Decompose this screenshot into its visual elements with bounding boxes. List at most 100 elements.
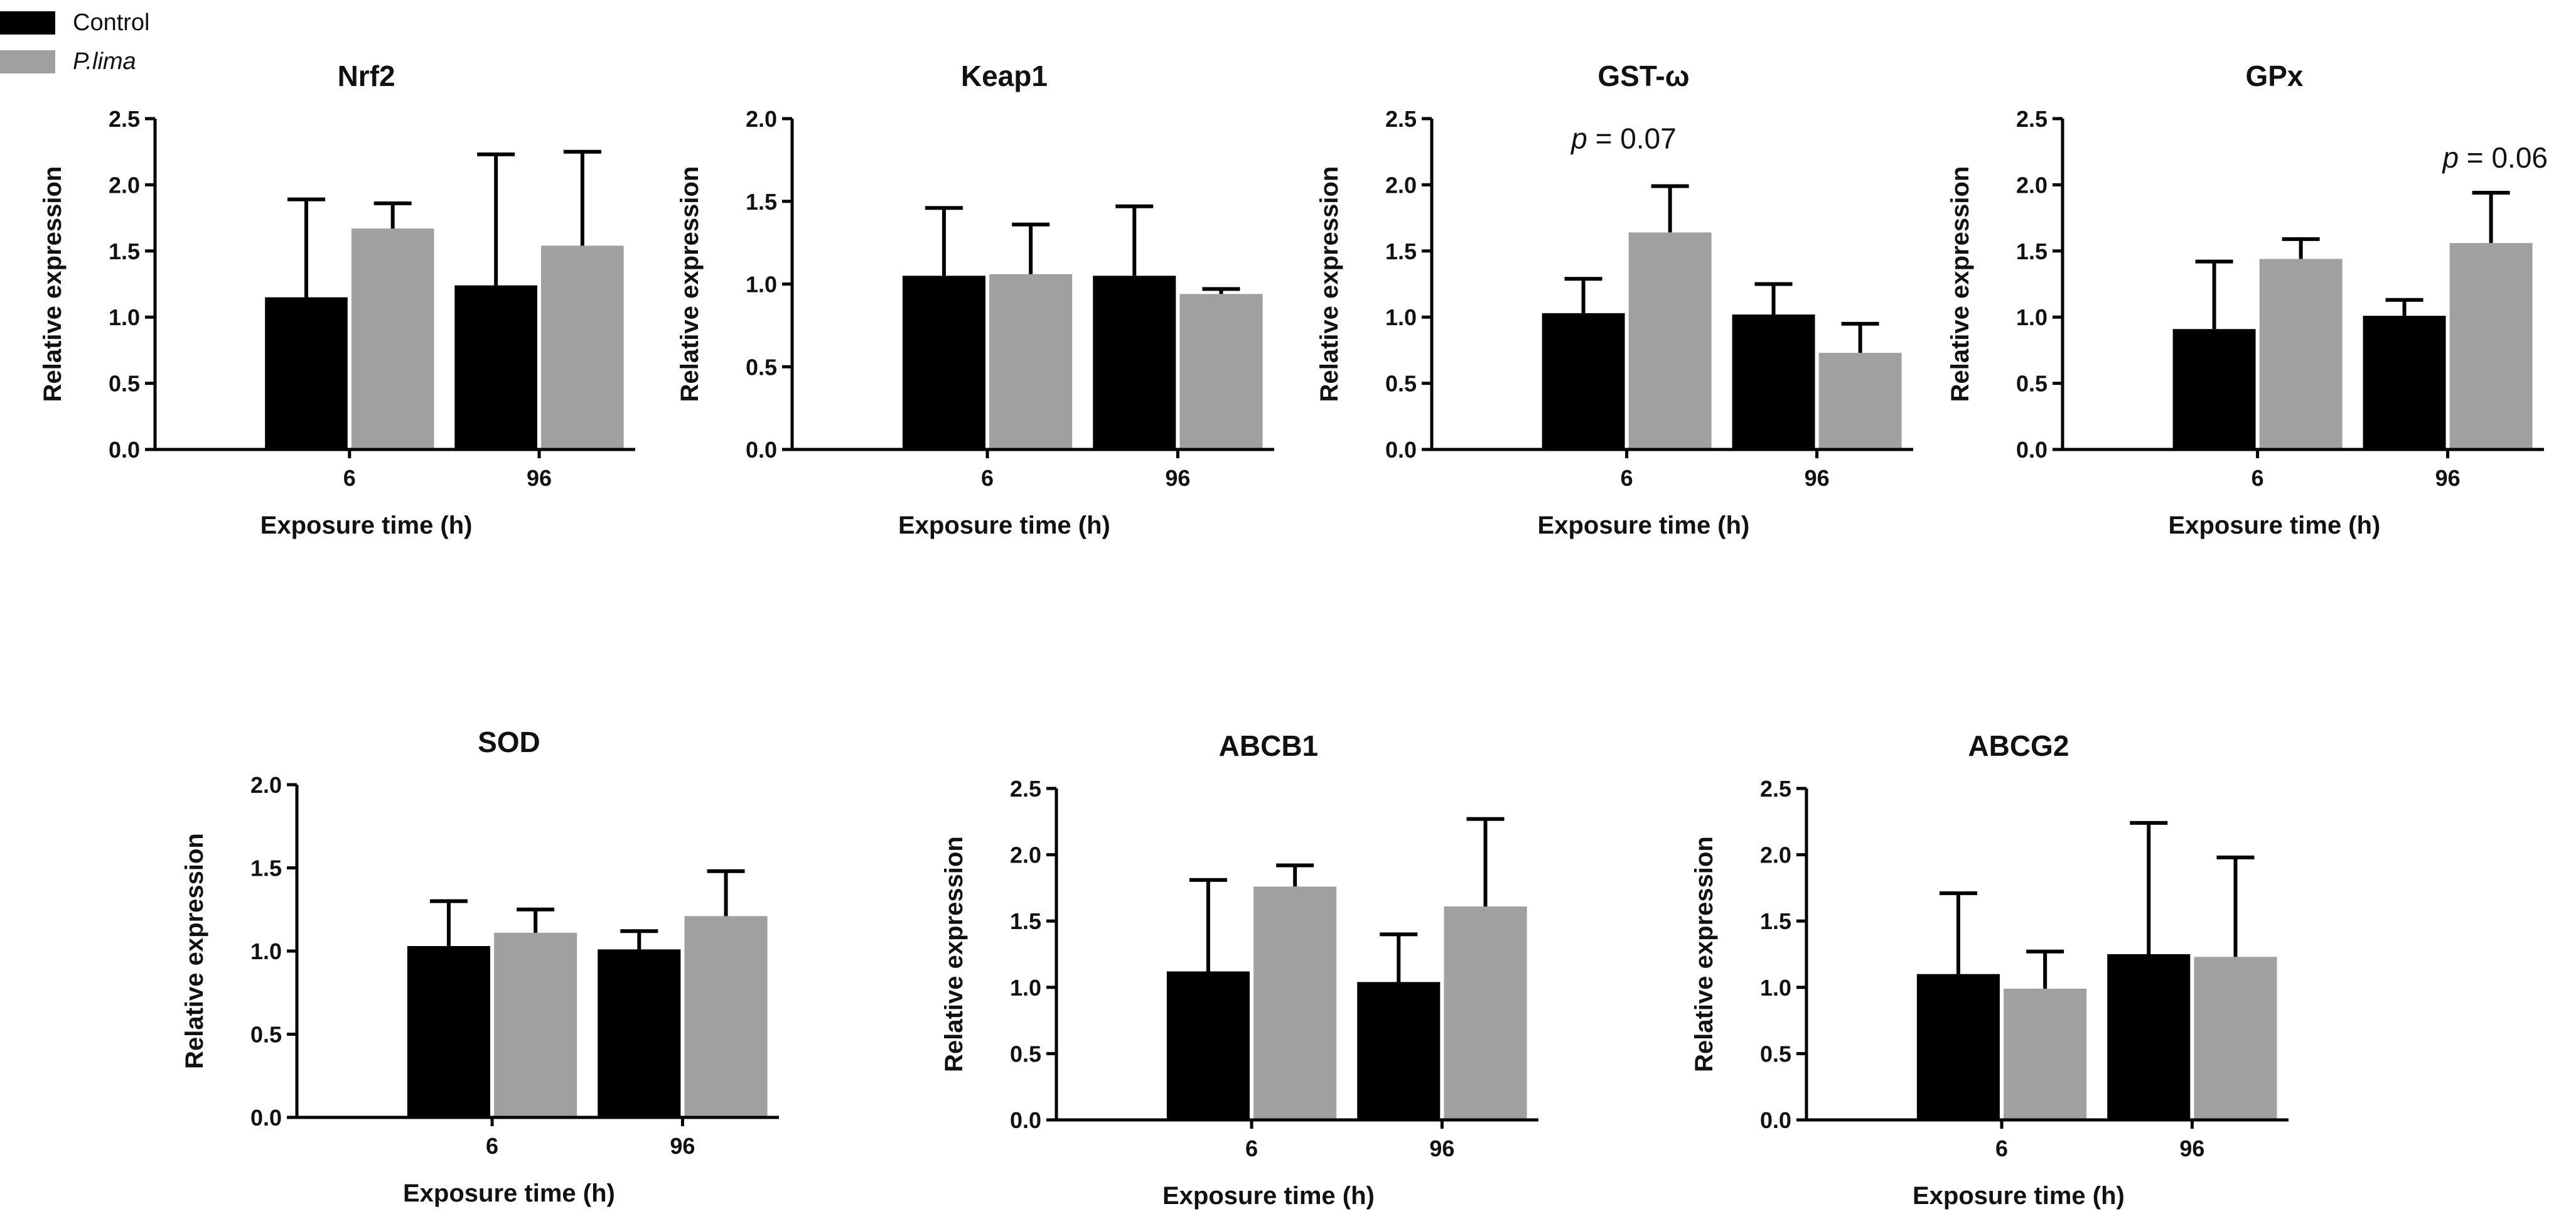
bar-plima-6 [2004, 988, 2087, 1120]
y-tick-label: 1.5 [2016, 239, 2047, 264]
y-tick-label: 1.5 [1385, 239, 1417, 264]
y-axis-label: Relative expression [1316, 166, 1343, 402]
y-tick-label: 1.0 [1010, 975, 1041, 1001]
chart-abcb1: ABCB1 6 96 0.0 0.5 1.0 1.5 2.0 2.5 Exposure time … [940, 729, 1538, 1210]
x-axis-label: Exposure time (h) [898, 512, 1110, 539]
y-tick-label: 0.0 [2016, 437, 2047, 463]
y-tick-label: 1.5 [1010, 908, 1041, 934]
p-value-text: = 0.06 [2459, 141, 2548, 174]
p-value-annotation: p = 0.06 [2441, 141, 2548, 174]
y-tick-label: 2.0 [746, 106, 777, 132]
bar-plima-96 [2194, 957, 2277, 1120]
y-tick-label: 2.5 [109, 106, 140, 132]
p-symbol: p [1570, 122, 1587, 155]
p-value-text: = 0.07 [1587, 122, 1677, 155]
bar-control-6 [902, 276, 985, 449]
y-axis-label: Relative expression [676, 166, 704, 402]
y-axis-label: Relative expression [1690, 836, 1718, 1072]
x-tick-label: 6 [1245, 1136, 1258, 1161]
y-tick-label: 0.0 [1385, 437, 1417, 463]
x-axis-label: Exposure time (h) [1162, 1182, 1375, 1210]
x-tick-label: 96 [1805, 465, 1830, 491]
bar-control-96 [598, 949, 681, 1117]
y-axis-label: Relative expression [181, 833, 208, 1069]
bar-plima-96 [1444, 906, 1527, 1120]
y-tick-label: 0.0 [1010, 1107, 1041, 1133]
y-tick-label: 0.0 [250, 1105, 282, 1131]
y-tick-label: 1.0 [1760, 975, 1791, 1001]
x-tick-label: 96 [1429, 1136, 1454, 1161]
bar-control-96 [2363, 316, 2446, 449]
bar-control-6 [407, 946, 490, 1117]
legend-swatch-plima [0, 50, 55, 73]
y-tick-label: 0.5 [1385, 371, 1417, 397]
bar-plima-96 [1179, 294, 1263, 449]
y-tick-label: 2.0 [1760, 842, 1791, 868]
bar-control-6 [1166, 971, 1250, 1120]
bar-control-96 [1732, 314, 1815, 449]
y-tick-label: 0.0 [109, 437, 140, 463]
y-tick-label: 1.5 [109, 239, 140, 264]
bar-plima-96 [684, 916, 768, 1117]
x-tick-label: 96 [670, 1133, 695, 1159]
x-axis-label: Exposure time (h) [1913, 1182, 2125, 1210]
bar-control-6 [265, 297, 348, 449]
bar-control-6 [1916, 974, 2000, 1120]
y-tick-label: 0.0 [1760, 1107, 1791, 1133]
p-symbol: p [2441, 141, 2459, 174]
chart-title: SOD [478, 726, 540, 758]
chart-nrf2: Nrf2 6 96 0.0 0.5 1.0 1.5 2.0 2.5 Exposure time (… [39, 60, 635, 539]
legend: Control P.lima [0, 9, 201, 78]
chart-keap1: Keap1 6 96 0.0 0.5 1.0 1.5 2.0 Exposure time (h)… [676, 60, 1274, 539]
x-tick-label: 6 [1995, 1136, 2008, 1161]
legend-item-plima: P.lima [0, 48, 136, 76]
y-tick-label: 2.0 [1010, 842, 1041, 868]
y-tick-label: 0.5 [1010, 1041, 1041, 1067]
bar-plima-6 [494, 932, 577, 1117]
chart-title: GPx [2245, 60, 2303, 92]
chart-title: ABCB1 [1219, 729, 1318, 762]
y-tick-label: 1.0 [2016, 304, 2047, 330]
bar-plima-96 [1818, 353, 1902, 449]
legend-label-control: Control [73, 9, 150, 36]
y-tick-label: 1.0 [1385, 304, 1417, 330]
x-axis-label: Exposure time (h) [403, 1180, 615, 1207]
x-tick-label: 96 [527, 465, 552, 491]
y-tick-label: 2.5 [1010, 776, 1041, 802]
chart-sod: SOD 6 96 0.0 0.5 1.0 1.5 2.0 Exposure time (h) Re… [181, 726, 779, 1207]
bar-plima-6 [1253, 886, 1337, 1120]
y-tick-label: 0.5 [1760, 1041, 1791, 1067]
y-axis-label: Relative expression [940, 836, 968, 1072]
y-tick-label: 2.0 [109, 172, 140, 198]
chart-title: GST-ω [1597, 60, 1689, 92]
y-tick-label: 2.0 [1385, 172, 1417, 198]
bar-plima-6 [351, 228, 434, 449]
y-tick-label: 0.0 [746, 437, 777, 463]
chart-title: Keap1 [961, 60, 1048, 92]
x-tick-label: 6 [343, 465, 356, 491]
legend-swatch-control [0, 11, 55, 35]
chart-title: Nrf2 [338, 60, 395, 92]
chart-gpx: GPx 6 96 0.0 0.5 1.0 1.5 2.0 2.5 Exposure time (h… [1946, 60, 2548, 539]
chart-title: ABCG2 [1968, 729, 2069, 762]
x-tick-label: 6 [1621, 465, 1633, 491]
y-tick-label: 2.5 [2016, 106, 2047, 132]
chart-gst-: GST-ω 6 96 0.0 0.5 1.0 1.5 2.0 2.5 Exposure time … [1316, 60, 1913, 539]
bar-control-96 [1093, 276, 1176, 449]
y-tick-label: 0.5 [2016, 371, 2047, 397]
y-axis-label: Relative expression [1946, 166, 1974, 402]
x-tick-label: 6 [486, 1133, 498, 1159]
y-tick-label: 2.0 [2016, 172, 2047, 198]
bar-control-6 [2172, 329, 2256, 449]
chart-abcg2: ABCG2 6 96 0.0 0.5 1.0 1.5 2.0 2.5 Exposure time … [1690, 729, 2289, 1210]
x-axis-label: Exposure time (h) [260, 512, 473, 539]
bar-control-6 [1542, 313, 1625, 449]
bar-plima-6 [2259, 259, 2343, 449]
x-axis-label: Exposure time (h) [2169, 512, 2381, 539]
y-tick-label: 1.5 [250, 856, 282, 881]
x-tick-label: 96 [2179, 1136, 2204, 1161]
bar-control-96 [454, 285, 537, 449]
bar-plima-6 [1628, 232, 1712, 449]
